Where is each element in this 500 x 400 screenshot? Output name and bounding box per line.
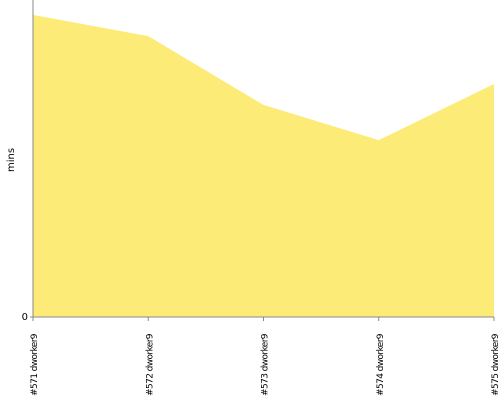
area [33,14,494,318]
y-tick-label: 0 [22,312,28,323]
y-axis-label: mins [6,148,17,172]
x-tick-label: #575 dworker9 [491,333,500,396]
x-tick-label: #572 dworker9 [145,333,155,396]
x-tick-label: #573 dworker9 [261,333,271,396]
x-tick-label: #574 dworker9 [376,333,386,396]
x-tick-label: #571 dworker9 [30,333,40,396]
